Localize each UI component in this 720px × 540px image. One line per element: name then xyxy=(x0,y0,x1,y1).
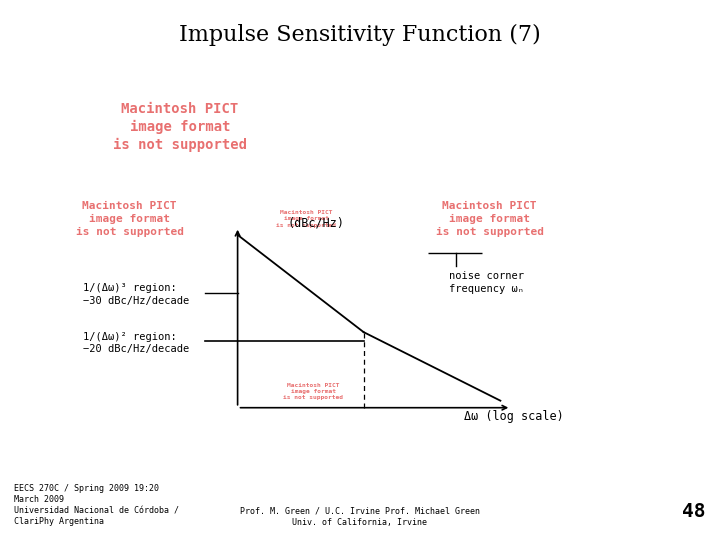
Text: Macintosh PICT
image format
is not supported: Macintosh PICT image format is not suppo… xyxy=(76,201,184,237)
Text: Prof. M. Green / U.C. Irvine Prof. Michael Green
Univ. of California, Irvine: Prof. M. Green / U.C. Irvine Prof. Micha… xyxy=(240,507,480,526)
Text: Impulse Sensitivity Function (7): Impulse Sensitivity Function (7) xyxy=(179,24,541,46)
Text: Macintosh PICT
image format
is not supported: Macintosh PICT image format is not suppo… xyxy=(276,210,336,227)
Text: Δω (log scale): Δω (log scale) xyxy=(464,410,564,423)
Text: 1/(Δω)³ region:
−30 dBc/Hz/decade: 1/(Δω)³ region: −30 dBc/Hz/decade xyxy=(83,283,189,306)
Text: Macintosh PICT
image format
is not supported: Macintosh PICT image format is not suppo… xyxy=(283,383,343,400)
Text: noise corner
frequency ωₙ: noise corner frequency ωₙ xyxy=(449,271,524,294)
Text: Macintosh PICT
image format
is not supported: Macintosh PICT image format is not suppo… xyxy=(436,201,544,237)
Text: (dBc/Hz): (dBc/Hz) xyxy=(288,217,345,230)
Text: 48: 48 xyxy=(682,502,706,521)
Text: EECS 270C / Spring 2009 19:20
March 2009
Universidad Nacional de Córdoba /
Clari: EECS 270C / Spring 2009 19:20 March 2009… xyxy=(14,484,179,526)
Text: 1/(Δω)² region:
−20 dBc/Hz/decade: 1/(Δω)² region: −20 dBc/Hz/decade xyxy=(83,332,189,354)
Text: Macintosh PICT
image format
is not supported: Macintosh PICT image format is not suppo… xyxy=(113,102,247,152)
